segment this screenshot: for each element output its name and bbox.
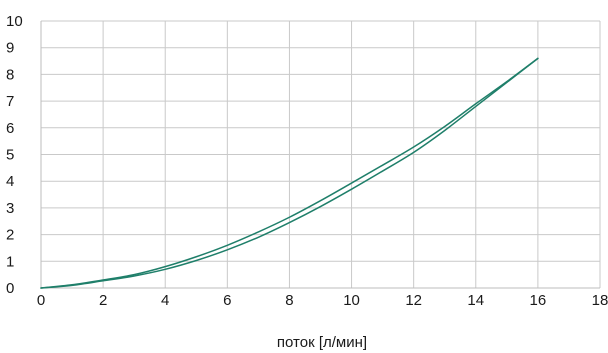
y-tick-label: 9 bbox=[6, 40, 14, 57]
y-tick-label: 7 bbox=[6, 93, 14, 110]
x-tick-label: 10 bbox=[343, 292, 360, 309]
series-line-2 bbox=[40, 57, 539, 289]
chart-grid bbox=[40, 20, 601, 289]
x-tick-label: 8 bbox=[285, 292, 293, 309]
x-tick-label: 14 bbox=[467, 292, 484, 309]
chart-axes bbox=[40, 21, 600, 289]
x-tick-label: 6 bbox=[223, 292, 231, 309]
x-tick-label: 16 bbox=[530, 292, 547, 309]
y-tick-label: 8 bbox=[6, 66, 14, 83]
x-tick-label: 4 bbox=[161, 292, 169, 309]
y-tick-label: 5 bbox=[6, 147, 14, 164]
y-tick-label: 1 bbox=[6, 253, 14, 270]
y-tick-label: 10 bbox=[6, 13, 23, 30]
x-tick-label: 12 bbox=[405, 292, 422, 309]
x-tick-labels: 0 2 4 6 8 10 12 14 16 18 bbox=[37, 292, 608, 309]
x-axis-title: поток [л/мин] bbox=[277, 334, 367, 351]
y-tick-label: 6 bbox=[6, 120, 14, 137]
x-tick-label: 18 bbox=[592, 292, 608, 309]
series-line-1 bbox=[40, 57, 539, 289]
x-tick-label: 2 bbox=[99, 292, 107, 309]
y-tick-label: 2 bbox=[6, 227, 14, 244]
y-tick-labels: 0 1 2 3 4 5 6 7 8 9 10 bbox=[6, 13, 23, 297]
y-tick-label: 4 bbox=[6, 173, 14, 190]
x-tick-label: 0 bbox=[37, 292, 45, 309]
y-tick-label: 3 bbox=[6, 200, 14, 217]
y-tick-label: 0 bbox=[6, 280, 14, 297]
chart-series bbox=[40, 57, 539, 289]
